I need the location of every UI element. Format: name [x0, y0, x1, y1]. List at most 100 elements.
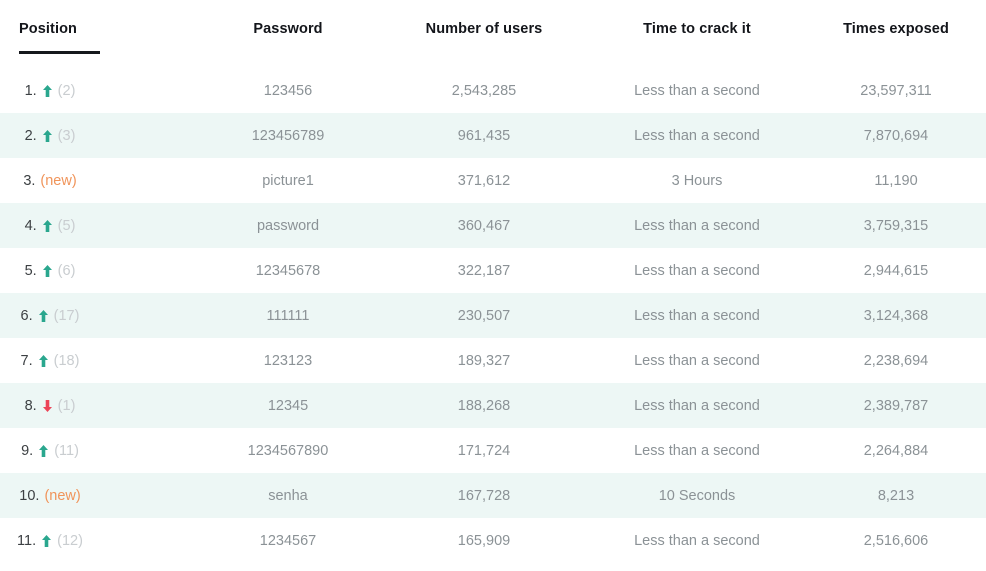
column-header-time-to-crack[interactable]: Time to crack it: [588, 0, 806, 68]
cell-position: 3. (new): [0, 158, 196, 203]
cell-times-exposed: 2,264,884: [863, 442, 929, 459]
cell-number-of-users: 189,327: [457, 352, 511, 369]
sort-active-underline: [19, 51, 100, 54]
cell-time-to-crack: Less than a second: [634, 352, 760, 369]
table-row: 3. (new) picture1 371,612 3 Hours 11,190: [0, 158, 986, 203]
column-header-position-label: Position: [19, 21, 77, 37]
table-row: 4. (5) password 360,467 Less than a second 3,…: [0, 203, 986, 248]
cell-password: 123456789: [251, 127, 325, 144]
position-rank: 5.: [24, 262, 37, 279]
cell-number-of-users: 2,543,285: [451, 82, 517, 99]
table-row: 7. (18) 123123 189,327 Less than a second 2,2…: [0, 338, 986, 383]
column-header-number-of-users-label: Number of users: [425, 21, 543, 37]
cell-position: 1. (2): [0, 68, 196, 113]
cell-password: picture1: [262, 172, 314, 189]
table-row: 2. (3) 123456789 961,435 Less than a second 7…: [0, 113, 986, 158]
table-header-row: Position Password Number of users Time t…: [0, 0, 986, 68]
cell-times-exposed: 8,213: [877, 487, 915, 504]
previous-position: (18): [53, 352, 80, 369]
cell-position: 10. (new): [0, 473, 196, 518]
cell-password: password: [256, 217, 320, 234]
position-rank: 10.: [19, 487, 40, 504]
cell-number-of-users: 165,909: [457, 532, 511, 549]
trend-up-icon: [38, 354, 49, 368]
cell-password: 12345678: [255, 262, 321, 279]
column-header-times-exposed-label: Times exposed: [843, 21, 949, 37]
cell-password: senha: [268, 487, 308, 504]
cell-password: 1234567: [259, 532, 317, 549]
cell-position: 8. (1): [0, 383, 196, 428]
previous-position: (2): [57, 82, 76, 99]
column-header-password[interactable]: Password: [196, 0, 380, 68]
cell-position: 7. (18): [0, 338, 196, 383]
cell-times-exposed: 11,190: [874, 172, 918, 189]
column-header-password-label: Password: [253, 21, 323, 37]
trend-up-icon: [38, 444, 49, 458]
previous-position: (1): [57, 397, 76, 414]
cell-time-to-crack: Less than a second: [634, 262, 760, 279]
trend-up-icon: [42, 219, 53, 233]
cell-position: 11. (12): [0, 518, 196, 563]
cell-password: 111111: [266, 307, 310, 324]
cell-position: 5. (6): [0, 248, 196, 293]
position-rank: 11.: [17, 532, 37, 549]
cell-times-exposed: 2,516,606: [863, 532, 929, 549]
cell-time-to-crack: Less than a second: [634, 82, 760, 99]
position-rank: 1.: [24, 82, 37, 99]
cell-number-of-users: 360,467: [457, 217, 511, 234]
table-row: 10. (new) senha 167,728 10 Seconds 8,213: [0, 473, 986, 518]
cell-times-exposed: 23,597,311: [860, 82, 932, 99]
column-header-number-of-users[interactable]: Number of users: [380, 0, 588, 68]
table-header: Position Password Number of users Time t…: [0, 0, 986, 68]
column-header-position[interactable]: Position: [0, 0, 196, 68]
cell-position: 2. (3): [0, 113, 196, 158]
cell-password: 1234567890: [247, 442, 329, 459]
cell-position: 4. (5): [0, 203, 196, 248]
position-rank: 4.: [24, 217, 37, 234]
cell-time-to-crack: Less than a second: [634, 217, 760, 234]
cell-position: 6. (17): [0, 293, 196, 338]
trend-down-icon: [42, 399, 53, 413]
cell-time-to-crack: 10 Seconds: [658, 487, 736, 504]
new-entry-badge: (new): [44, 487, 81, 504]
position-rank: 7.: [20, 352, 33, 369]
position-rank: 9.: [21, 442, 34, 459]
cell-time-to-crack: Less than a second: [634, 532, 760, 549]
cell-times-exposed: 7,870,694: [863, 127, 929, 144]
table-row: 5. (6) 12345678 322,187 Less than a second 2,…: [0, 248, 986, 293]
cell-times-exposed: 2,944,615: [863, 262, 929, 279]
cell-time-to-crack: Less than a second: [634, 397, 760, 414]
trend-up-icon: [42, 129, 53, 143]
cell-time-to-crack: Less than a second: [634, 307, 760, 324]
previous-position: (12): [57, 532, 83, 549]
table-row: 8. (1) 12345 188,268 Less than a second 2,389…: [0, 383, 986, 428]
cell-times-exposed: 2,238,694: [863, 352, 929, 369]
cell-time-to-crack: 3 Hours: [671, 172, 723, 189]
position-rank: 3.: [23, 172, 36, 189]
cell-position: 9. (11): [0, 428, 196, 473]
cell-number-of-users: 961,435: [457, 127, 511, 144]
cell-number-of-users: 167,728: [457, 487, 511, 504]
position-rank: 2.: [24, 127, 37, 144]
cell-number-of-users: 171,724: [457, 442, 511, 459]
table-row: 6. (17) 111111 230,507 Less than a second 3,1…: [0, 293, 986, 338]
trend-up-icon: [41, 534, 52, 548]
table-row: 9. (11) 1234567890 171,724 Less than a secon…: [0, 428, 986, 473]
previous-position: (11): [54, 442, 79, 459]
cell-times-exposed: 2,389,787: [863, 397, 929, 414]
cell-number-of-users: 371,612: [457, 172, 511, 189]
cell-password: 123123: [263, 352, 313, 369]
previous-position: (6): [57, 262, 76, 279]
column-header-time-to-crack-label: Time to crack it: [643, 21, 751, 37]
column-header-times-exposed[interactable]: Times exposed: [806, 0, 986, 68]
cell-time-to-crack: Less than a second: [634, 127, 760, 144]
previous-position: (3): [57, 127, 76, 144]
cell-time-to-crack: Less than a second: [634, 442, 760, 459]
position-rank: 8.: [24, 397, 37, 414]
previous-position: (17): [53, 307, 80, 324]
cell-number-of-users: 230,507: [457, 307, 511, 324]
cell-number-of-users: 188,268: [457, 397, 511, 414]
table-row: 1. (2) 123456 2,543,285 Less than a second 23…: [0, 68, 986, 113]
table-body: 1. (2) 123456 2,543,285 Less than a second 23…: [0, 68, 986, 563]
